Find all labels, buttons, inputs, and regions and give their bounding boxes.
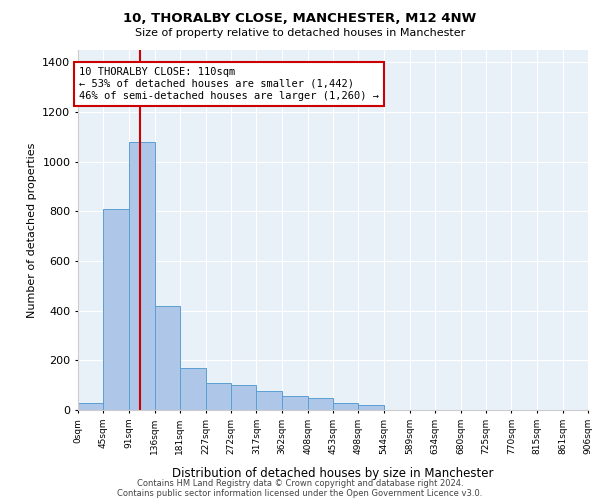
Bar — [180, 368, 206, 410]
Bar — [206, 382, 231, 410]
Bar — [358, 405, 384, 410]
Text: Distribution of detached houses by size in Manchester: Distribution of detached houses by size … — [172, 467, 494, 480]
Text: Contains HM Land Registry data © Crown copyright and database right 2024.: Contains HM Land Registry data © Crown c… — [137, 478, 463, 488]
Text: Size of property relative to detached houses in Manchester: Size of property relative to detached ho… — [135, 28, 465, 38]
Text: Contains public sector information licensed under the Open Government Licence v3: Contains public sector information licen… — [118, 488, 482, 498]
Bar — [103, 209, 129, 410]
Y-axis label: Number of detached properties: Number of detached properties — [26, 142, 37, 318]
Bar — [231, 385, 256, 410]
Text: 10, THORALBY CLOSE, MANCHESTER, M12 4NW: 10, THORALBY CLOSE, MANCHESTER, M12 4NW — [124, 12, 476, 26]
Text: 10 THORALBY CLOSE: 110sqm
← 53% of detached houses are smaller (1,442)
46% of se: 10 THORALBY CLOSE: 110sqm ← 53% of detac… — [79, 68, 379, 100]
Bar — [129, 142, 155, 410]
Bar — [333, 402, 358, 410]
Bar — [155, 306, 180, 410]
Bar — [308, 398, 333, 410]
Bar — [78, 402, 103, 410]
Bar — [256, 392, 282, 410]
Bar — [282, 396, 308, 410]
